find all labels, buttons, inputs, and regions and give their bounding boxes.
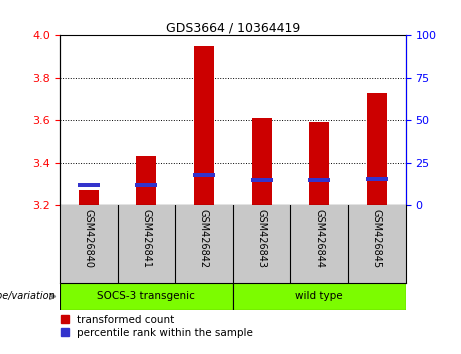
Text: GSM426840: GSM426840 (84, 209, 94, 268)
Bar (136, 156, 156, 205)
Bar (309, 122, 329, 205)
Bar (79, 190, 99, 205)
Text: genotype/variation: genotype/variation (0, 291, 55, 302)
Bar (366, 177, 388, 181)
Title: GDS3664 / 10364419: GDS3664 / 10364419 (165, 21, 300, 34)
Text: GSM426843: GSM426843 (257, 209, 266, 268)
Bar (233, 283, 406, 310)
Legend: transformed count, percentile rank within the sample: transformed count, percentile rank withi… (60, 315, 253, 338)
Bar (194, 46, 214, 205)
Bar (60, 283, 233, 310)
Text: GSM426842: GSM426842 (199, 209, 209, 268)
Text: wild type: wild type (296, 291, 343, 302)
Bar (193, 173, 215, 177)
Bar (250, 178, 273, 182)
Bar (77, 183, 100, 187)
Bar (252, 118, 272, 205)
Bar (308, 178, 331, 182)
Bar (135, 183, 158, 187)
Bar (367, 93, 387, 205)
Text: SOCS-3 transgenic: SOCS-3 transgenic (97, 291, 195, 302)
Text: GSM426845: GSM426845 (372, 209, 382, 268)
Text: GSM426844: GSM426844 (314, 209, 324, 268)
Text: GSM426841: GSM426841 (142, 209, 151, 268)
